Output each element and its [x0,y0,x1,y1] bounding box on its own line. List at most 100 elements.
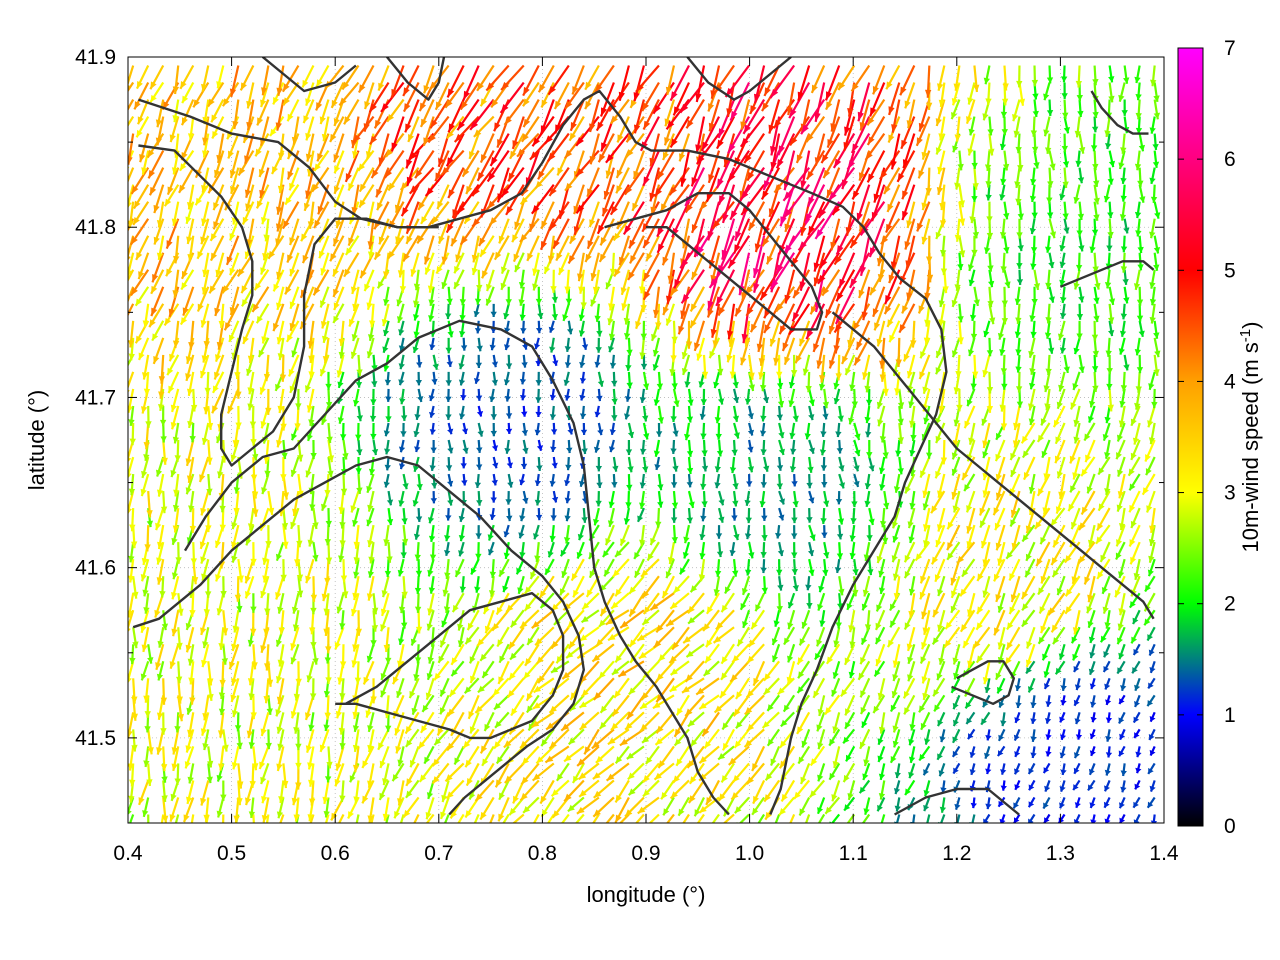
wind-vector-head [685,708,693,717]
wind-vector [563,745,585,763]
wind-vector [494,711,510,729]
wind-vector [1118,711,1126,724]
wind-vector [1132,711,1141,724]
wind-vector [624,711,645,731]
wind-vector-head [202,831,208,838]
wind-vector-head [859,741,866,749]
wind-vector-shaft [473,814,480,823]
wind-vector [1149,745,1156,757]
wind-vector-head [278,796,285,804]
wind-vector-head [606,773,615,781]
wind-vector-head [465,759,472,768]
wind-vector-head [184,761,191,769]
wind-vector [778,796,795,816]
wind-vector-head [382,813,389,821]
wind-vector [382,763,390,786]
wind-vector [352,729,360,753]
wind-vector [502,813,510,823]
wind-vector [936,745,946,761]
wind-vector [202,729,210,751]
wind-vector-head [779,740,787,748]
wind-vector [1012,796,1021,809]
wind-vector-head [780,719,788,727]
wind-vector-head [1089,733,1096,739]
wind-vector [521,745,540,766]
wind-vector-head [291,797,298,806]
wind-vector-head [498,813,505,822]
wind-vector-head [338,727,346,735]
wind-vector [859,728,871,750]
wind-vector-shaft [1074,814,1081,823]
wind-vector [417,728,435,750]
wind-vector [903,694,916,715]
wind-vector-head [365,710,372,718]
wind-vector-head [218,763,225,771]
wind-vector-head [894,772,901,779]
wind-vector [234,712,242,732]
wind-vector-head [637,806,646,814]
wind-vector-head [171,828,177,835]
wind-vector [146,763,153,787]
wind-vector-head [352,744,360,752]
wind-vector [161,780,168,803]
wind-vector-head [814,825,820,832]
wind-vector-head [1135,751,1142,758]
wind-vector-head [952,736,959,743]
wind-vector [1000,780,1007,791]
wind-vector-head [129,779,136,787]
wind-vector-head [522,757,530,765]
wind-vector [1014,711,1021,724]
wind-vector [183,797,195,823]
wind-vector-head [308,779,315,787]
wind-vector-head [169,814,176,822]
wind-vector [436,711,450,736]
wind-vector [677,796,690,817]
wind-vector-head [1090,819,1097,823]
wind-vector-head [293,827,299,834]
wind-vector-head [293,814,300,822]
wind-vector [550,779,570,797]
wind-vector-head [878,825,884,832]
wind-vector [766,694,781,712]
wind-vector-head [744,707,753,715]
wind-vector [1089,746,1096,757]
wind-vector-head [675,829,681,837]
wind-vector-head [801,740,808,748]
wind-vector-head [657,829,664,837]
wind-vector-shaft [682,813,690,823]
wind-vector [800,763,811,785]
wind-vector-head [687,760,695,768]
wind-vector [367,729,375,753]
wind-vector [469,711,480,734]
wind-vector [774,814,781,823]
wind-vector [657,745,675,769]
wind-vector [324,763,332,783]
wind-vector-shaft [502,813,510,823]
wind-vector-head [394,810,401,819]
wind-vector-head [699,756,707,764]
wind-vector [574,813,585,823]
wind-vector [160,814,165,823]
wind-vector-shaft [128,814,135,823]
wind-vector [1090,712,1097,723]
wind-vector [627,762,645,781]
wind-vector-head [494,702,501,710]
wind-vector-head [923,789,930,797]
wind-vector [686,745,705,769]
wind-vector-head [797,726,804,734]
wind-vector [1059,780,1066,793]
wind-vector-head [480,811,487,820]
wind-vector-head [394,727,401,736]
wind-vector-head [405,725,412,734]
wind-vector-head [379,792,386,800]
wind-vector-head [704,740,712,749]
wind-vector-head [1089,750,1096,756]
wind-vector [405,728,420,748]
wind-vector-head [1059,785,1066,792]
wind-vector [1105,712,1113,723]
wind-vector-head [699,702,707,710]
wind-vector-head [983,818,989,823]
wind-vector [744,694,765,716]
wind-vector [652,694,675,710]
wind-vector [985,729,992,741]
